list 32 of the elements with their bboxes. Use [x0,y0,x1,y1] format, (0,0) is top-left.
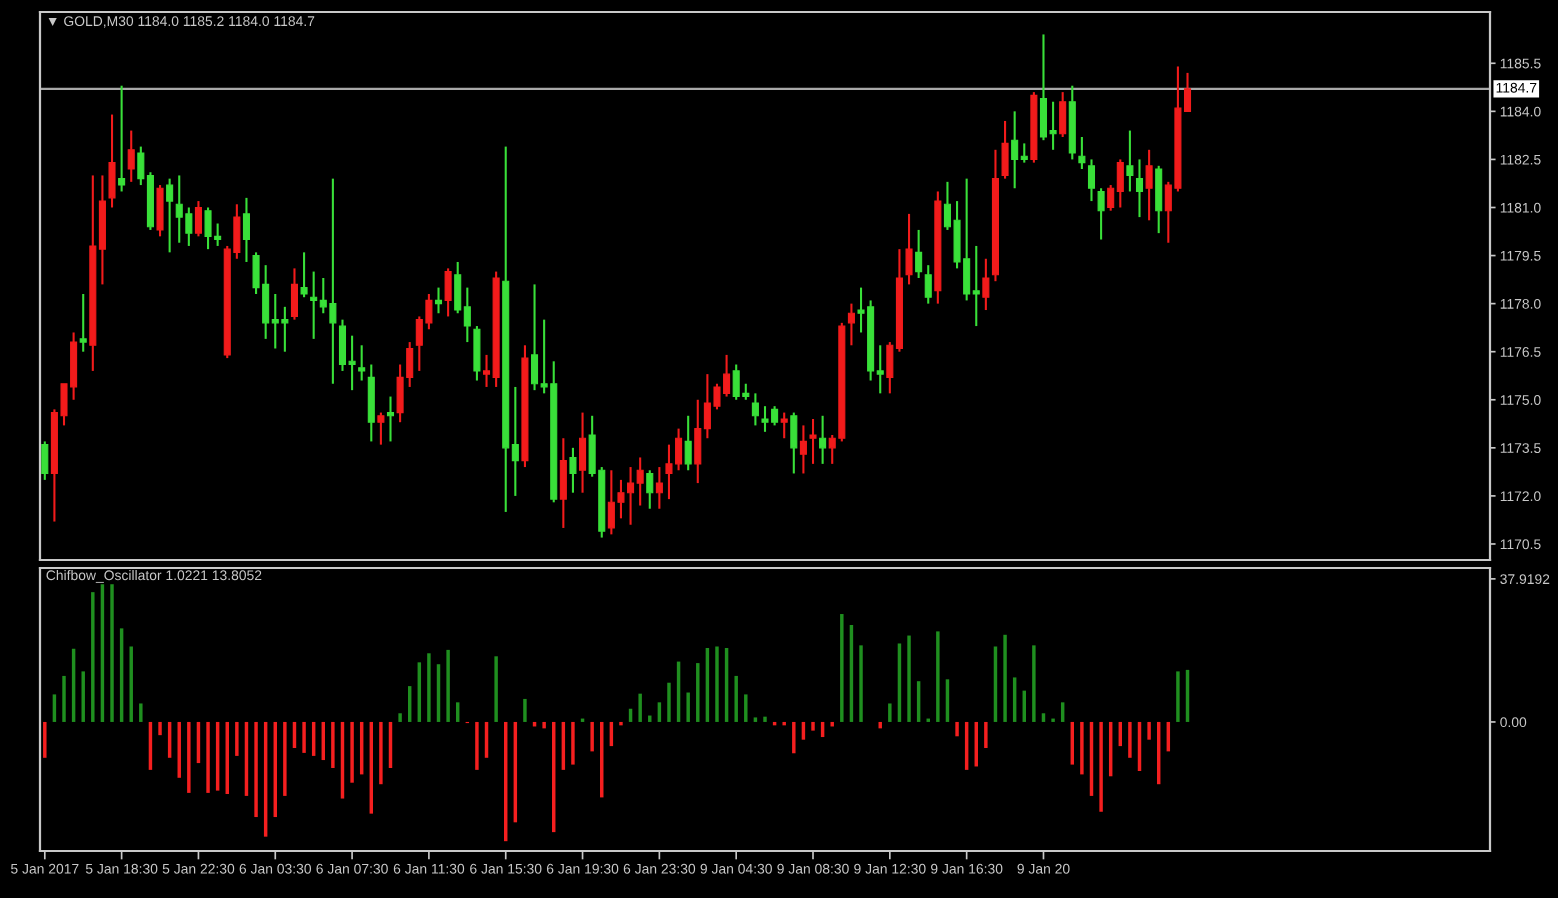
candlestick [434,286,443,315]
candlestick [799,424,807,475]
candlestick [569,446,577,494]
candlestick [1001,119,1009,180]
candlestick [290,267,299,321]
candlestick [751,392,759,427]
candlestick [386,395,395,443]
candlestick [559,437,567,529]
candlestick [1145,148,1153,222]
candlestick [1068,84,1076,161]
candlestick [991,148,999,283]
candlestick [809,417,817,465]
candlestick [118,84,126,193]
candlestick [655,466,663,510]
candlestick [924,264,932,305]
candlestick [108,113,116,209]
candlestick [242,196,250,263]
candlestick [982,257,990,312]
candlestick [819,414,827,465]
candlestick [1087,158,1096,203]
candlestick [358,344,366,382]
candlestick [579,411,587,494]
candlestick [684,414,692,472]
candlestick [1135,158,1144,219]
candlestick [847,302,855,347]
candlestick [79,292,87,353]
candlestick [1126,129,1134,193]
candlestick [1078,135,1086,171]
candlestick [934,190,942,305]
candlestick [915,228,923,280]
candlestick [127,129,135,183]
candlestick [905,212,913,286]
